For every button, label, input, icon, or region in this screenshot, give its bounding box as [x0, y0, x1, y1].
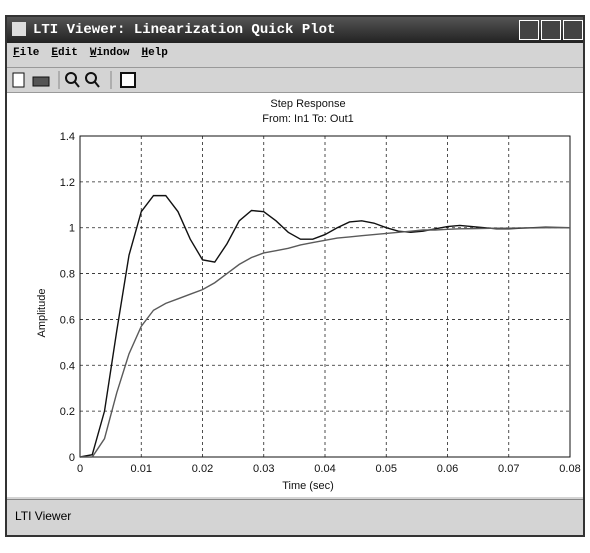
x-tick-label: 0.04 — [314, 463, 335, 475]
x-axis-label: Time (sec) — [282, 480, 334, 492]
title-bar: LTI Viewer: Linearization Quick Plot — [7, 17, 583, 43]
plot-frame — [79, 135, 571, 458]
y-tick-label: 0.2 — [60, 406, 75, 418]
x-tick-label: 0.07 — [498, 463, 519, 475]
status-text: LTI Viewer — [15, 509, 72, 523]
zoom-in-button[interactable] — [65, 72, 80, 88]
app-icon — [12, 22, 26, 36]
x-tick-label: 0.02 — [192, 463, 213, 475]
menu-item[interactable]: Edit — [51, 47, 78, 59]
menu-item[interactable]: File — [13, 47, 40, 59]
toolbar — [7, 67, 583, 93]
close-button[interactable] — [563, 20, 583, 40]
x-tick-label: 0 — [77, 463, 83, 475]
line-series — [79, 194, 571, 458]
menu-item[interactable]: Help — [141, 47, 168, 59]
x-tick-label: 0.01 — [131, 463, 152, 475]
x-tick-label: 0.05 — [376, 463, 397, 475]
x-tick-label: 0.08 — [559, 463, 580, 475]
y-tick-label: 0.6 — [60, 314, 75, 326]
y-axis-label: Amplitude — [36, 289, 48, 338]
menu-bar: File Edit Window Help — [13, 47, 180, 59]
maximize-button[interactable] — [541, 20, 561, 40]
y-tick-label: 0 — [69, 452, 75, 464]
new-button[interactable] — [12, 72, 25, 88]
minimize-button[interactable] — [519, 20, 539, 40]
y-tick-label: 1.4 — [60, 131, 75, 143]
window: LTI Viewer: Linearization Quick Plot Fil… — [5, 15, 585, 537]
window-title: LTI Viewer: Linearization Quick Plot — [33, 22, 336, 38]
menu-item[interactable]: Window — [89, 47, 130, 59]
x-tick-label: 0.03 — [253, 463, 274, 475]
x-tick-label: 0.06 — [437, 463, 458, 475]
chart-title: Step Response — [270, 98, 345, 110]
chart: Step Response From: In1 To: Out1 Time (s… — [7, 93, 583, 497]
y-tick-label: 0.4 — [60, 360, 75, 372]
y-tick-label: 1.2 — [60, 177, 75, 189]
print-button[interactable] — [32, 76, 50, 87]
zoom-out-button[interactable] — [85, 72, 100, 88]
chart-subtitle: From: In1 To: Out1 — [262, 113, 354, 125]
y-tick-label: 0.8 — [60, 269, 75, 281]
status-bar: LTI Viewer — [7, 499, 583, 534]
y-tick-label: 1 — [69, 223, 75, 235]
line-series — [80, 227, 570, 458]
config-button[interactable] — [120, 72, 136, 88]
